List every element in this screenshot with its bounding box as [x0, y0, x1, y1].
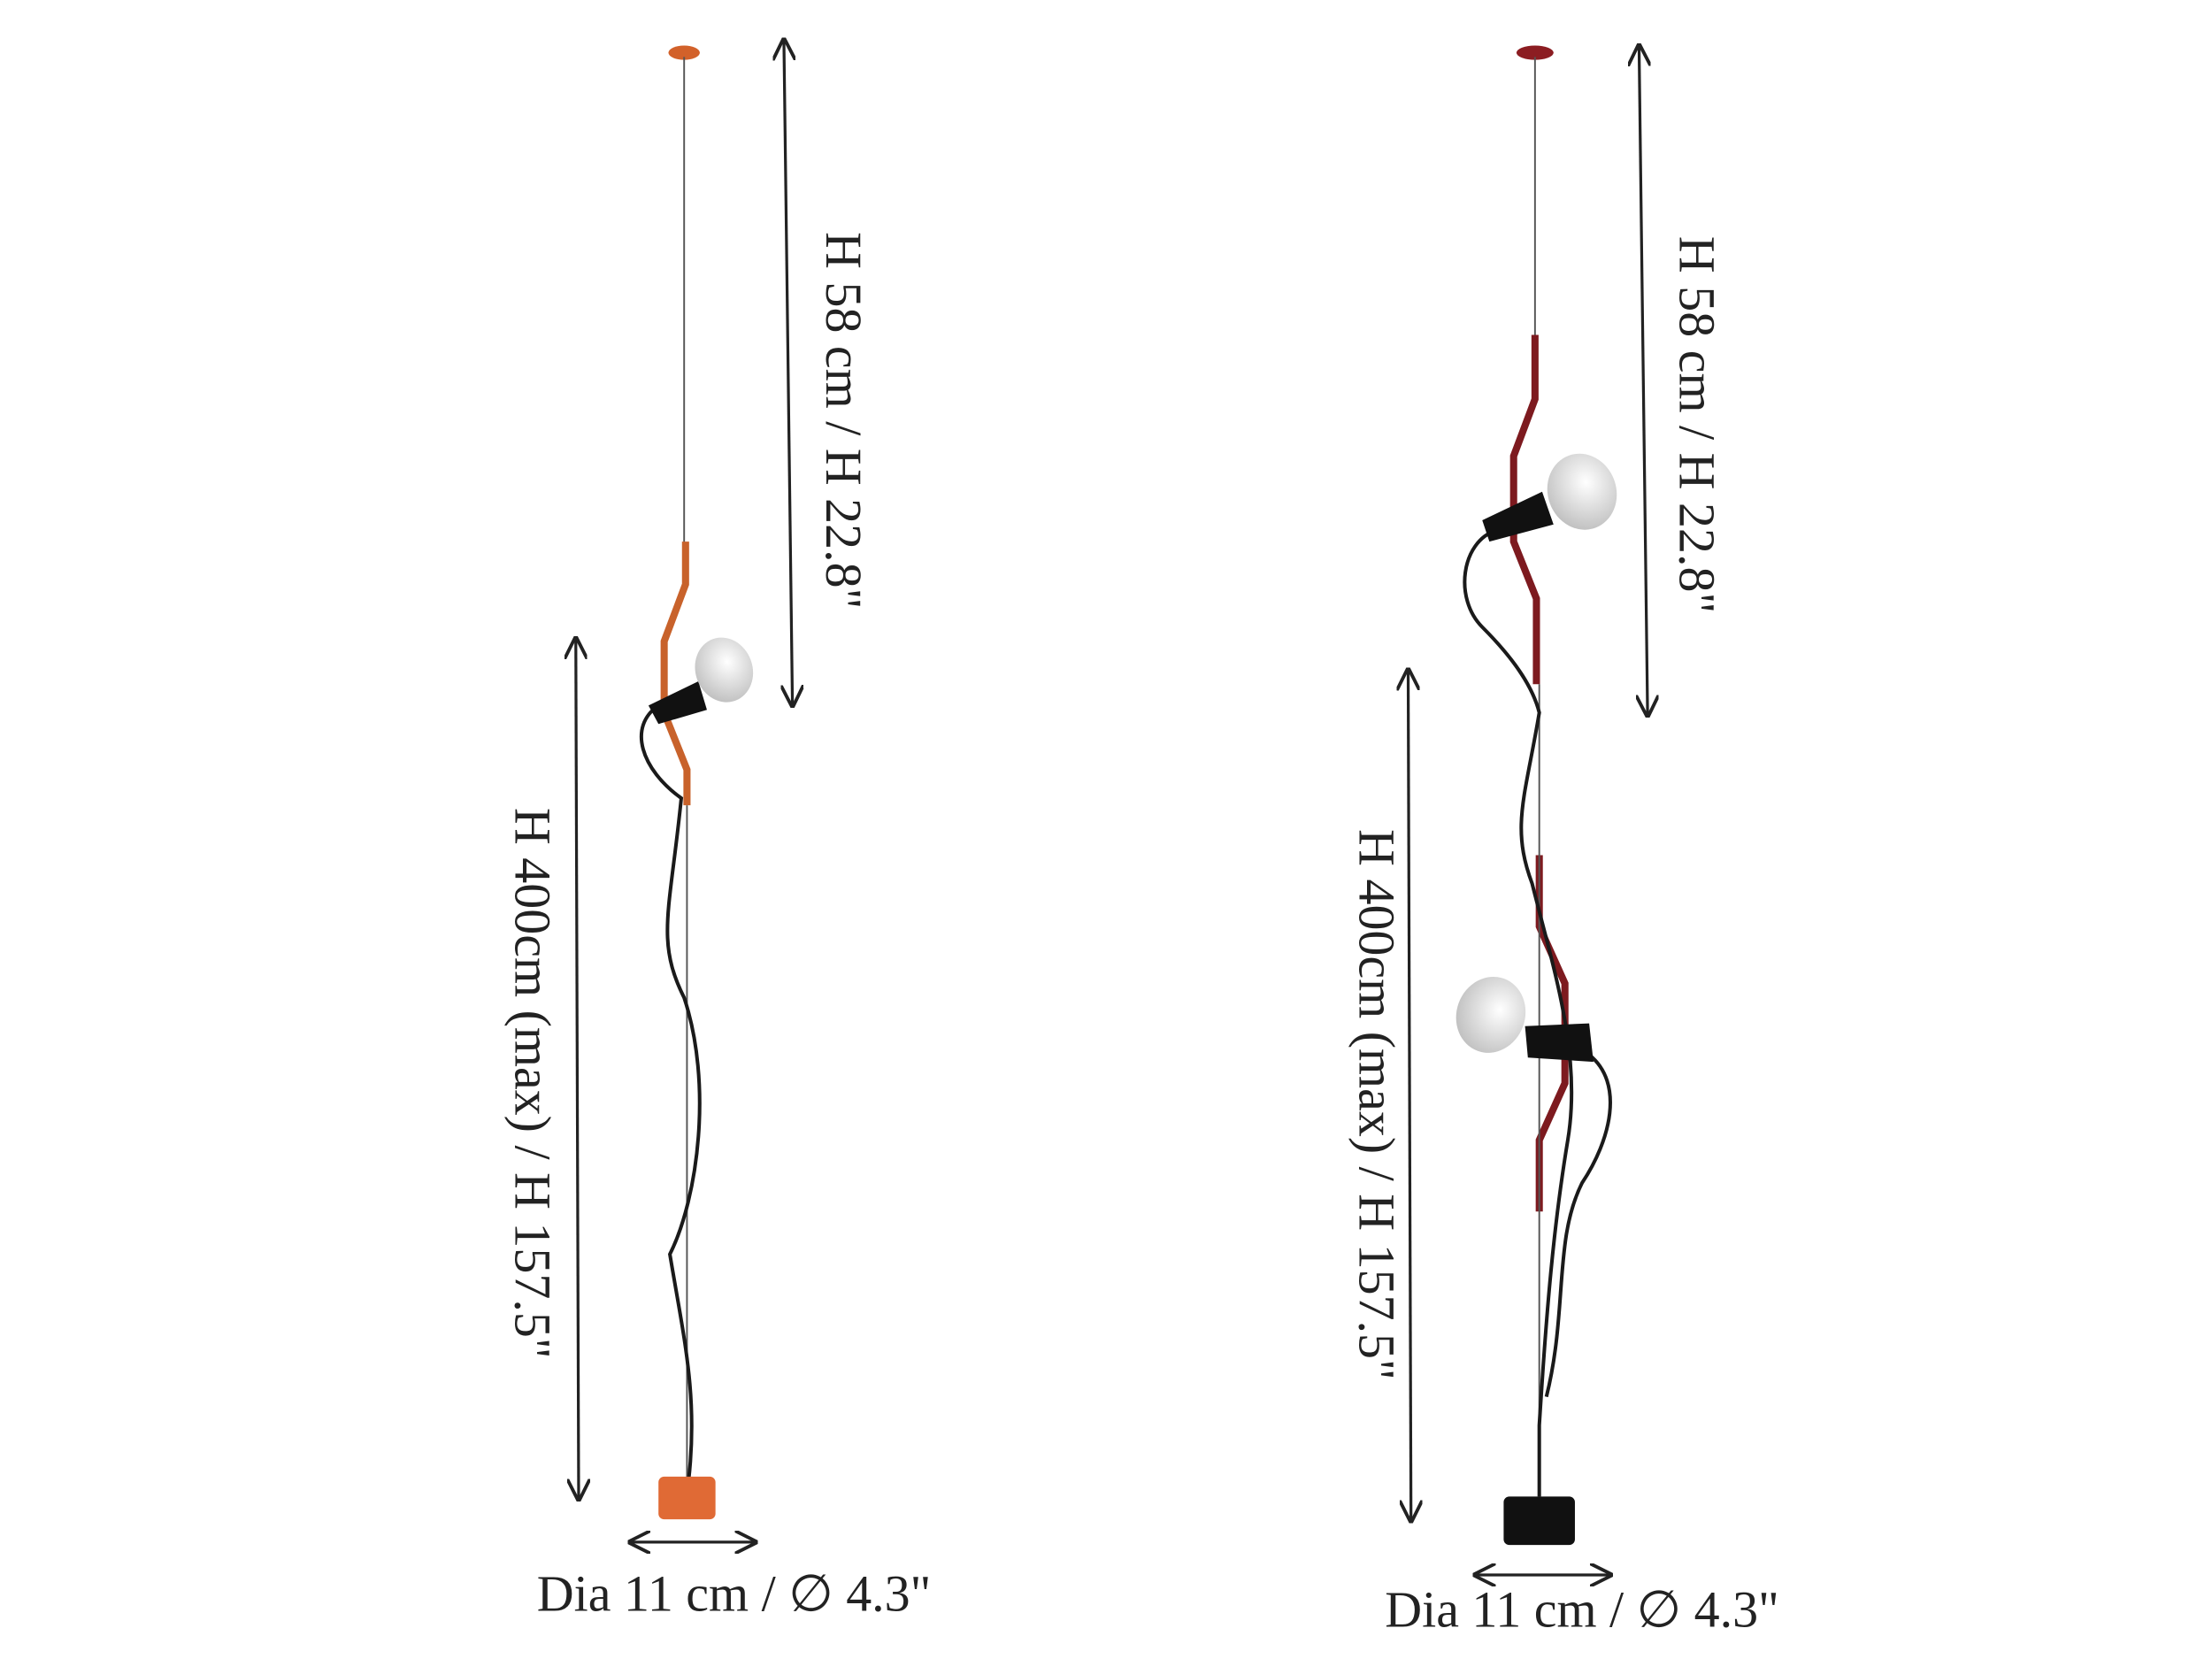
top-dimension-label: H 58 cm / H 22.8" — [815, 232, 872, 609]
height-dimension-label: H 400cm (max) / H 157.5" — [1348, 829, 1405, 1380]
lamp-orange — [639, 45, 754, 1520]
height-dimension-label: H 400cm (max) / H 157.5" — [504, 808, 562, 1359]
diameter-label: Dia 11 cm / ∅ 4.3" — [537, 1565, 932, 1623]
dimension-lines — [576, 40, 1647, 1575]
lamp-red — [1455, 45, 1617, 1546]
diameter-label: Dia 11 cm / ∅ 4.3" — [1385, 1580, 1779, 1638]
top-dimension-label: H 58 cm / H 22.8" — [1669, 236, 1726, 613]
